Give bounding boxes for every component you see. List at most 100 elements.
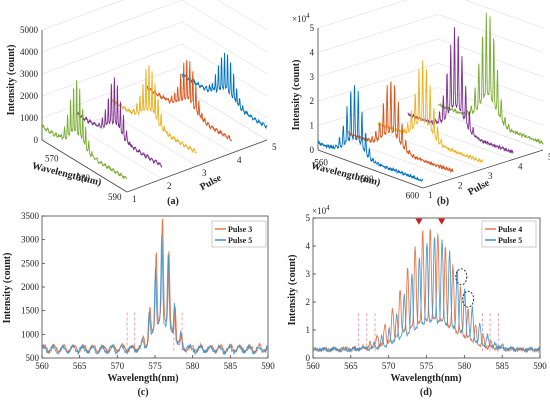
b-wall-grid-4 [317, 14, 544, 53]
a-x-tick-label-2: 590 [108, 192, 122, 202]
panel-d-x-tick-label-0: 560 [306, 361, 320, 371]
b-y-tick-label-4: 5 [548, 152, 550, 162]
panel-a-series-group [41, 52, 268, 180]
panel-d-y-tick-label-1: 1 [306, 325, 311, 335]
panel-c-x-axis-label: Wavelength(nm) [107, 373, 178, 384]
panel-d-x-tick-label-1: 565 [344, 361, 358, 371]
b-y-axis-line [422, 149, 544, 189]
a-series-pulse-5 [181, 52, 268, 129]
b-wall-grid-5 [317, 0, 544, 29]
b-floor-grid-p4 [407, 121, 514, 160]
panel-d-series-1 [312, 237, 541, 354]
panel-d-y-tick-label-2: 2 [306, 297, 311, 307]
panel-c-y-tick-label-1: 1000 [21, 329, 40, 339]
panel-d-caption: (d) [420, 387, 432, 398]
panel-d-legend-label-1: Pulse 5 [498, 236, 522, 245]
a-series-pulse-3 [111, 65, 198, 154]
a-y-tick-label-3: 4 [237, 155, 242, 165]
a-y-tick-label-2: 3 [202, 168, 207, 178]
panel-c-y-tick-label-6: 3500 [21, 211, 40, 221]
panel-c-x-tick-label-0: 560 [35, 361, 49, 371]
panel-d-peak-marker-1 [438, 218, 446, 225]
panel-b-z-multiplier-base: ×10 [292, 14, 307, 24]
panel-d-axes [312, 217, 541, 359]
a-x-axis-line [41, 139, 128, 193]
a-z-tick-label-1: 1000 [20, 113, 39, 123]
panel-d-legend-box [481, 220, 537, 248]
a-series-pulse-4 [146, 60, 232, 142]
a-z-tick-label-0: 0 [34, 135, 39, 145]
a-series-pulse-2 [76, 77, 163, 169]
panel-c-series-1 [41, 234, 269, 356]
panel-a-x-tick-labels: 570 580 590 [45, 154, 122, 203]
panel-b-z-tick-labels: 0 1 2 3 4 5 [310, 23, 315, 155]
b-z-tick-label-4: 4 [310, 47, 315, 57]
b-z-tick-label-1: 1 [310, 121, 315, 131]
panel-c-x-tick-label-1: 565 [73, 361, 87, 371]
b-z-tick-label-5: 5 [310, 23, 315, 33]
panel-b-z-multiplier-exponent: 4 [306, 12, 310, 20]
b-floor-grid-p5 [437, 111, 544, 151]
panel-c-x-tick-label-4: 580 [186, 361, 200, 371]
panel-d-x-tick-label-6: 590 [533, 361, 547, 371]
a-y-tick-label-4: 5 [272, 142, 277, 152]
panel-b-x-axis-label: Wavelength(nm) [310, 161, 382, 189]
b-z-tick-label-0: 0 [310, 145, 315, 155]
panel-b-caption: (b) [437, 196, 449, 207]
panel-d-legend-label-0: Pulse 4 [498, 225, 522, 234]
b-x-axis-line [317, 149, 424, 189]
b-z-tick-label-3: 3 [310, 72, 315, 82]
b-wall-grid-2 [317, 62, 544, 102]
panel-a-y-tick-labels: 1 2 3 4 5 [132, 142, 277, 204]
a-floor-grid-p4 [146, 100, 233, 154]
b-z-tick-label-2: 2 [310, 96, 315, 106]
panel-c-legend-label-0: Pulse 3 [228, 225, 252, 234]
panel-d-y-multiplier-base: ×10 [312, 206, 327, 216]
a-z-tick-label-2: 2000 [20, 91, 39, 101]
a-z-tick-label-5: 5000 [20, 25, 39, 35]
panel-b-z-axis-label: Intensity (count) [291, 60, 302, 131]
panel-a-caption: (a) [167, 196, 179, 207]
b-y-tick-label-2: 3 [488, 171, 493, 181]
panel-c-series-0 [41, 218, 269, 355]
panel-d-y-tick-label-3: 3 [306, 269, 311, 279]
panel-c-y-tick-label-5: 3000 [21, 235, 40, 245]
panel-c-y-axis-label: Intensity (count) [2, 253, 13, 324]
panel-b-y-tick-labels: 1 2 3 4 5 [428, 152, 550, 200]
panel-c-y-tick-label-4: 2500 [21, 258, 40, 268]
panel-c-legend-label-1: Pulse 5 [228, 236, 252, 245]
panel-c-x-tick-label-2: 570 [111, 361, 125, 371]
a-wall-grid-4 [41, 0, 268, 53]
a-wall-grid-1 [41, 65, 268, 119]
b-wall-grid-3 [317, 38, 544, 78]
panel-c-y-tick-label-3: 2000 [21, 282, 40, 292]
a-floor-grid-p3 [111, 113, 198, 167]
a-wall-grid-2 [41, 43, 268, 97]
a-series-pulse-1 [41, 80, 128, 180]
panel-d-peak-marker-0 [415, 218, 423, 225]
panel-d-x-tick-label-4: 580 [458, 361, 472, 371]
panel-b-z-multiplier: ×104 [292, 12, 310, 24]
panel-d-circle-marker-1 [462, 290, 475, 308]
panel-d-y-tick-label-5: 5 [306, 213, 311, 223]
panel-c-caption: (c) [137, 387, 148, 398]
panel-d-y-tick-label-0: 0 [306, 353, 311, 363]
panel-b-x-tick-labels: 560 580 600 [314, 157, 419, 200]
b-y-tick-label-1: 2 [458, 181, 463, 191]
panel-c-axes [41, 215, 269, 359]
panel-d-x-tick-label-2: 570 [382, 361, 396, 371]
panel-d-y-tick-label-4: 4 [306, 241, 311, 251]
a-y-axis-line [126, 139, 268, 193]
panel-d-x-axis-label: Wavelength(nm) [390, 373, 461, 384]
b-floor-grid-p2 [347, 140, 454, 179]
a-wall-grid-3 [41, 21, 268, 75]
b-x-tick-label-0: 560 [314, 157, 328, 167]
panel-a-z-axis-label: Intensity (count) [6, 45, 17, 116]
panel-c-x-tick-label-5: 585 [224, 361, 238, 371]
panel-d-y-multiplier: ×104 [312, 204, 330, 216]
panel-d-tick-labels: 560 565 570 575 580 585 590 0 1 2 3 4 5 [306, 213, 548, 371]
b-y-tick-label-3: 4 [518, 162, 523, 172]
panel-d-annotations [415, 218, 475, 308]
